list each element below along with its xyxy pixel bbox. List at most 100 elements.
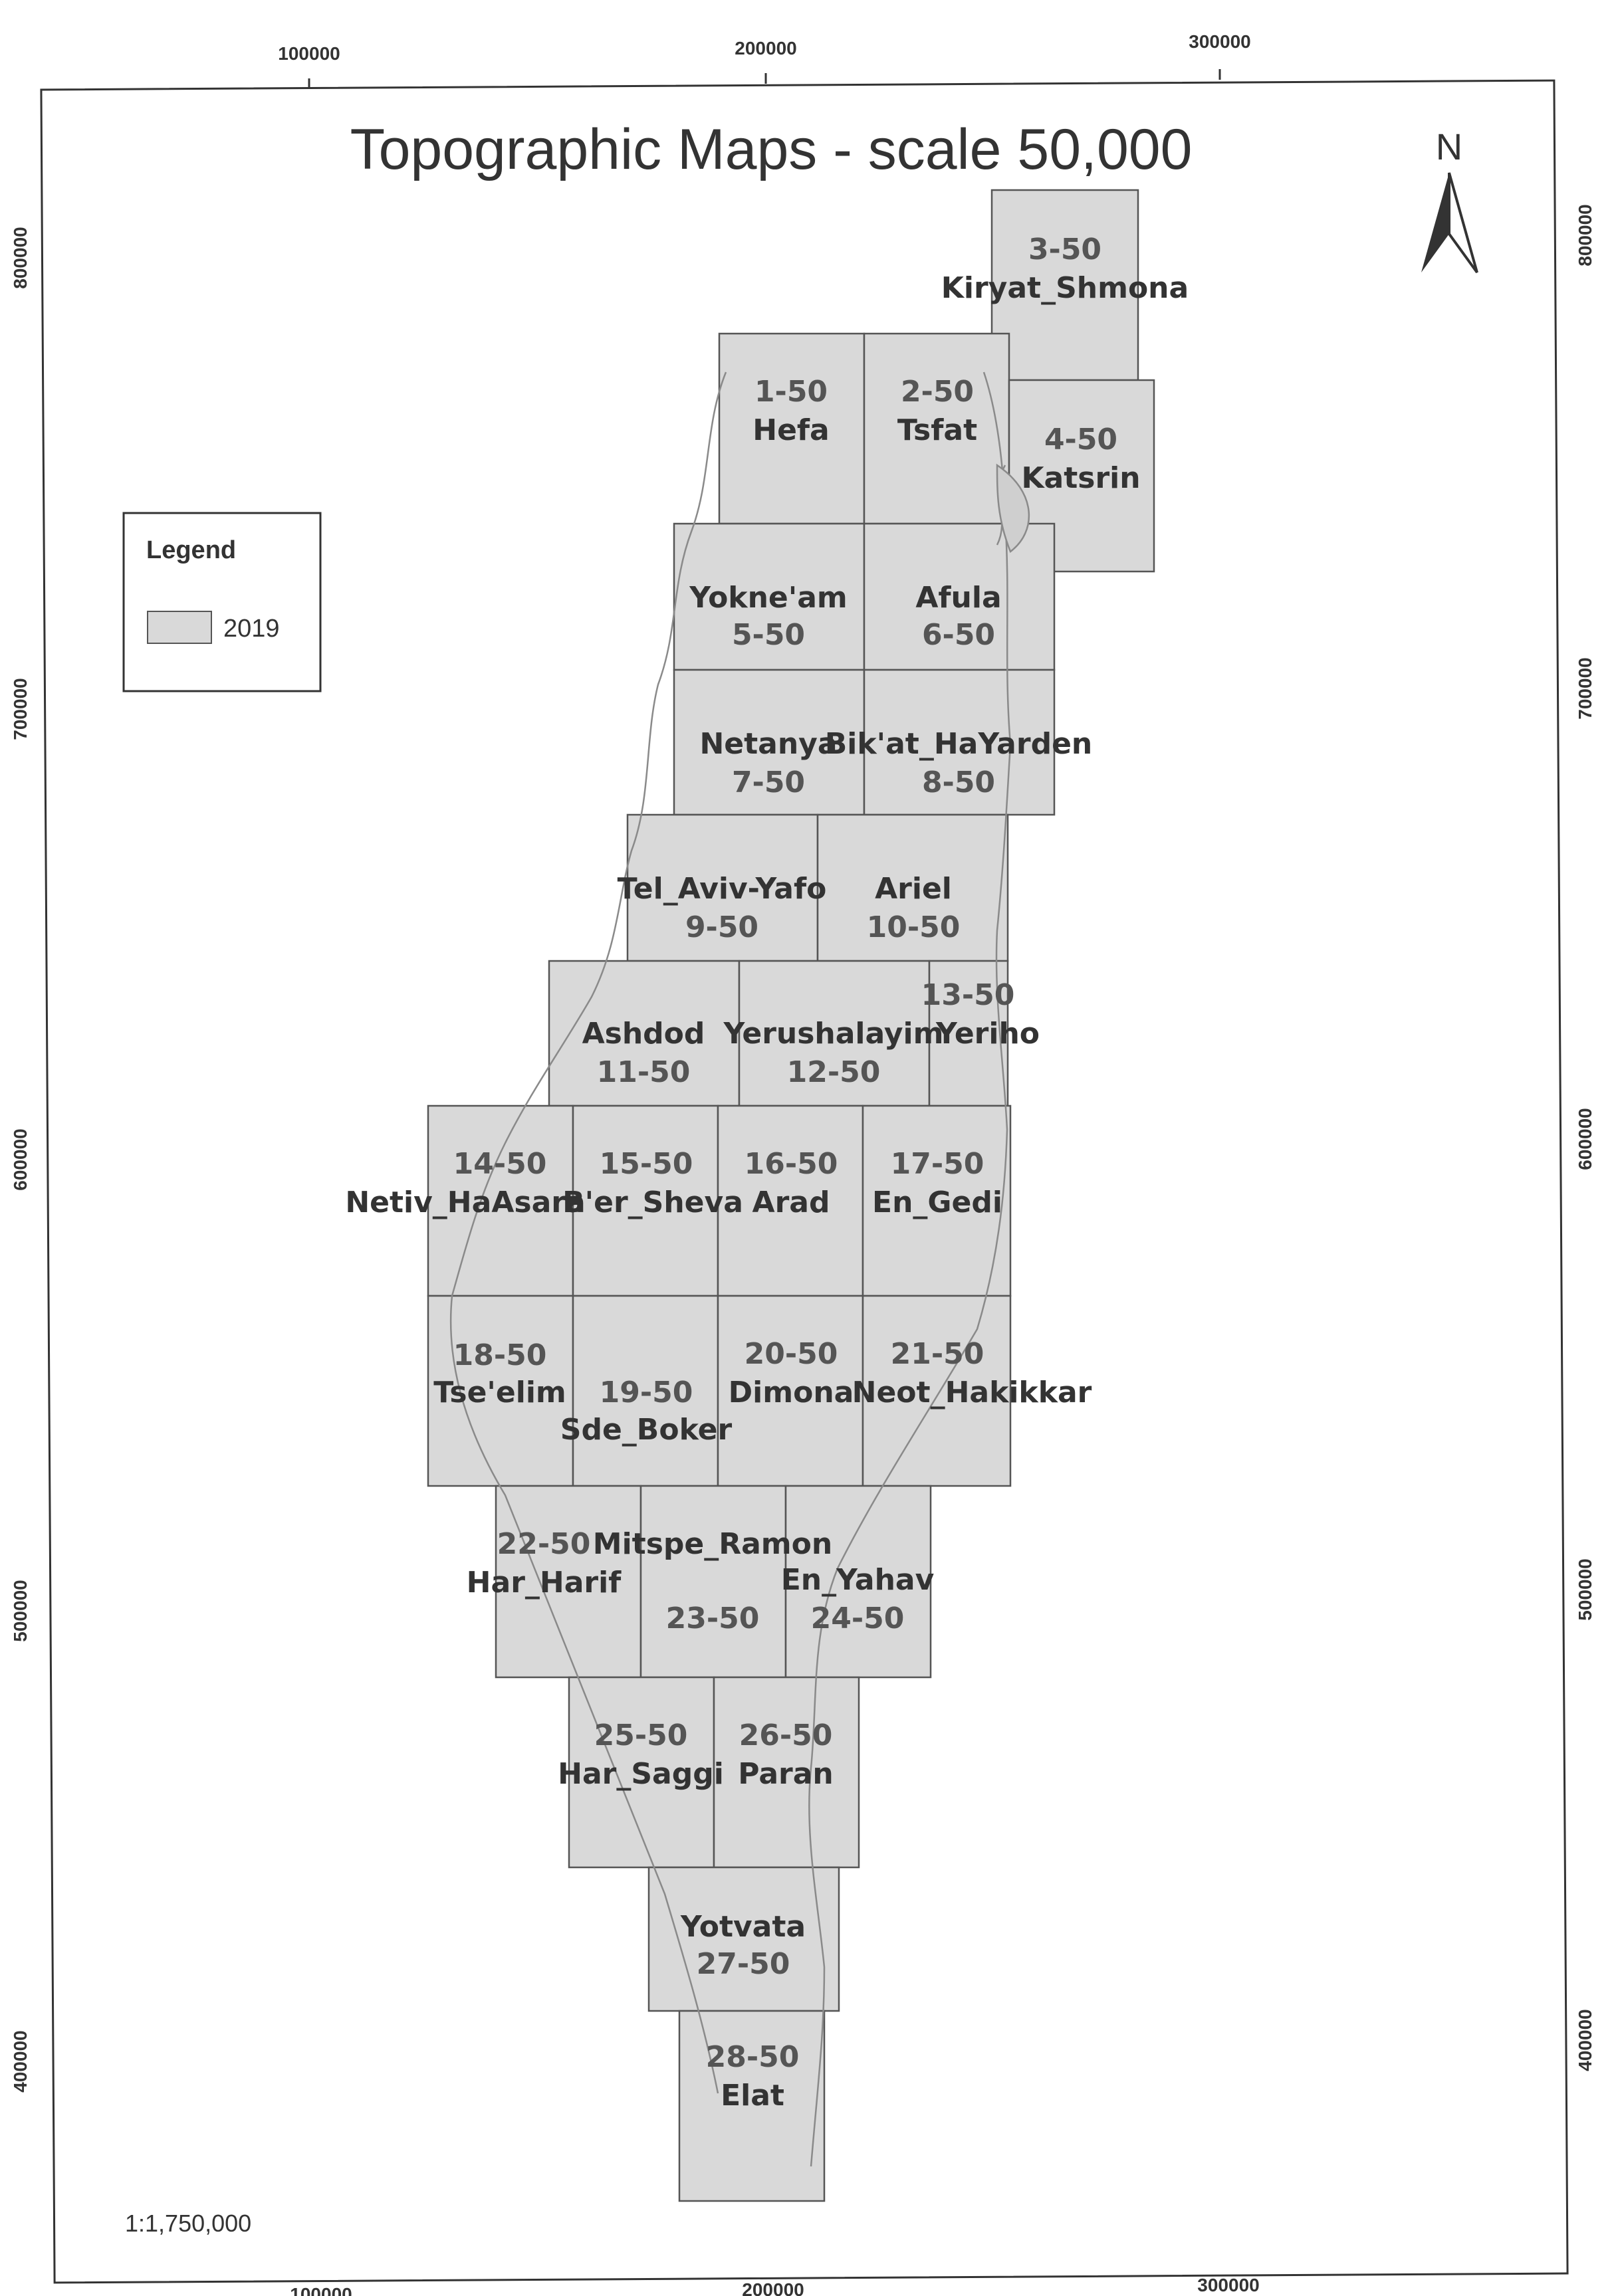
north-arrow-icon: N <box>1421 126 1478 274</box>
map-sheet-17-50[interactable] <box>862 1104 1012 1297</box>
sheet-rect <box>427 1295 574 1487</box>
top-tick-label-200000: 200000 <box>735 38 796 58</box>
sheet-name: Mitspe_Ramon <box>593 1527 832 1561</box>
sheet-rect <box>647 1866 840 2012</box>
sheet-name: Paran <box>738 1757 833 1791</box>
map-sheet-10-50[interactable] <box>816 813 1009 962</box>
left-tick-label-800000: 800000 <box>10 227 31 288</box>
right-tick-label-400000: 400000 <box>1575 2009 1595 2071</box>
sheet-rect <box>495 1485 642 1679</box>
map-sheet-18-50[interactable] <box>427 1295 574 1487</box>
sheet-number: 3-50 <box>1028 233 1101 266</box>
sheets-layer <box>427 189 1155 2202</box>
map-sheet-15-50[interactable] <box>572 1104 719 1297</box>
legend-title: Legend <box>146 536 236 564</box>
sheet-name: Katsrin <box>1021 461 1140 495</box>
sheet-name: Hefa <box>752 413 830 447</box>
sheet-number: 12-50 <box>787 1055 881 1089</box>
map-title: Topographic Maps - scale 50,000 <box>350 118 1193 181</box>
map-sheet-8-50[interactable] <box>863 669 1056 816</box>
sheet-number: 26-50 <box>739 1719 833 1752</box>
sheet-number: 14-50 <box>453 1147 547 1181</box>
bottom-tick-label-300000: 300000 <box>1197 2275 1259 2295</box>
map-sheet-28-50[interactable] <box>678 2010 826 2202</box>
map-sheet-22-50[interactable] <box>495 1485 642 1679</box>
map-sheet-1-50[interactable] <box>718 332 866 525</box>
sheet-name: Har_Saggi <box>558 1757 724 1791</box>
sheet-name: Yeriho <box>935 1017 1040 1051</box>
map-sheet-21-50[interactable] <box>862 1295 1012 1487</box>
sheet-name: Har_Harif <box>467 1566 622 1600</box>
sheet-name: En_Gedi <box>872 1186 1002 1219</box>
sheet-rect <box>673 669 866 816</box>
sheet-name: Arad <box>752 1186 830 1219</box>
sheet-number: 20-50 <box>745 1337 838 1371</box>
map-sheet-11-50[interactable] <box>548 960 741 1107</box>
sheet-name: Yotvata <box>680 1910 806 1944</box>
sheet-number: 5-50 <box>732 618 805 652</box>
map-sheet-24-50[interactable] <box>784 1485 932 1679</box>
sheet-number: 21-50 <box>891 1337 984 1371</box>
sheet-number: 6-50 <box>922 618 995 652</box>
sheet-rect <box>863 522 1056 671</box>
left-tick-label-700000: 700000 <box>10 678 31 740</box>
map-sheet-27-50[interactable] <box>647 1866 840 2012</box>
left-tick-label-600000: 600000 <box>10 1128 31 1190</box>
sheet-number: 15-50 <box>600 1147 693 1181</box>
sheet-rect <box>816 813 1009 962</box>
sheet-rect <box>626 813 819 962</box>
sheet-name: Yerushalayim <box>723 1017 944 1051</box>
sheet-number: 10-50 <box>867 910 961 944</box>
sheet-number: 1-50 <box>754 375 828 409</box>
sheet-name: Tel_Aviv-Yafo <box>618 872 827 906</box>
sheet-name: Sde_Boker <box>560 1413 733 1447</box>
map-sheet-19-50[interactable] <box>572 1295 719 1487</box>
sheet-number: 13-50 <box>921 978 1015 1012</box>
bottom-tick-label-100000: 100000 <box>290 2284 352 2296</box>
sheet-number: 2-50 <box>901 375 974 409</box>
sheet-name: Ashdod <box>582 1017 705 1051</box>
map-sheet-26-50[interactable] <box>713 1676 860 1869</box>
scale-text: 1:1,750,000 <box>125 2210 251 2237</box>
sheet-number: 9-50 <box>685 910 758 944</box>
sheet-rect <box>548 960 741 1107</box>
map-sheet-23-50[interactable] <box>639 1485 787 1679</box>
legend-item-label: 2019 <box>223 615 280 643</box>
sheet-number: 23-50 <box>666 1602 760 1635</box>
sheet-rect <box>568 1676 715 1869</box>
legend-box <box>122 512 322 692</box>
sheet-number: 28-50 <box>706 2040 800 2074</box>
sheet-number: 4-50 <box>1044 423 1117 457</box>
map-sheet-9-50[interactable] <box>626 813 819 962</box>
map-sheet-7-50[interactable] <box>673 669 866 816</box>
legend: Legend 2019 <box>122 512 322 692</box>
sheet-rect <box>990 189 1139 381</box>
sheet-rect <box>572 1104 719 1297</box>
map-sheet-16-50[interactable] <box>717 1104 864 1297</box>
right-tick-label-500000: 500000 <box>1575 1558 1595 1620</box>
sheet-name: Afula <box>915 581 1001 615</box>
sheet-number: 27-50 <box>697 1947 790 1981</box>
sheet-number: 17-50 <box>891 1147 984 1181</box>
sheet-number: 22-50 <box>497 1527 591 1561</box>
map-sheet-3-50[interactable] <box>990 189 1139 381</box>
sheet-rect <box>717 1104 864 1297</box>
map-sheet-2-50[interactable] <box>863 332 1010 525</box>
bottom-tick-label-200000: 200000 <box>742 2279 804 2296</box>
coastline-lines <box>449 371 1030 2167</box>
map-sheet-6-50[interactable] <box>863 522 1056 671</box>
sheet-rect <box>678 2010 826 2202</box>
sheet-name: Neot_Hakikkar <box>852 1376 1092 1409</box>
sheet-number: 18-50 <box>453 1338 547 1372</box>
sheet-rect <box>784 1485 932 1679</box>
right-tick-label-800000: 800000 <box>1575 204 1595 266</box>
sheet-labels-layer: 3-50 Kiryat_Shmona 1-50 Hefa 2-50 Tsfat 4-50 Ka… <box>345 233 1189 2113</box>
sheet-number: 19-50 <box>600 1376 693 1409</box>
sheet-rect <box>639 1485 787 1679</box>
sheet-name: Ariel <box>875 872 952 906</box>
sheet-number: 11-50 <box>597 1055 691 1089</box>
right-tick-label-600000: 600000 <box>1575 1108 1595 1170</box>
left-tick-label-500000: 500000 <box>10 1580 31 1641</box>
map-sheet-25-50[interactable] <box>568 1676 715 1869</box>
